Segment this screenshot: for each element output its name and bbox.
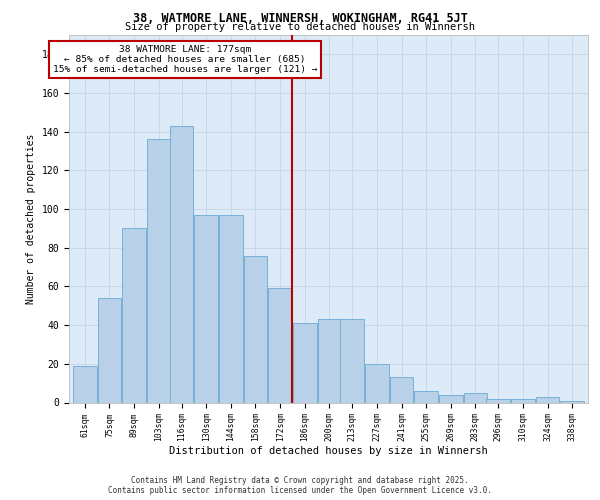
X-axis label: Distribution of detached houses by size in Winnersh: Distribution of detached houses by size … (169, 446, 488, 456)
Bar (170, 126, 193, 402)
Bar (293, 323, 317, 402)
Text: Size of property relative to detached houses in Winnersh: Size of property relative to detached ho… (125, 22, 475, 32)
Bar (147, 140, 170, 402)
Text: 38, WATMORE LANE, WINNERSH, WOKINGHAM, RG41 5JT: 38, WATMORE LANE, WINNERSH, WOKINGHAM, R… (133, 12, 467, 26)
Text: Contains HM Land Registry data © Crown copyright and database right 2025.
Contai: Contains HM Land Registry data © Crown c… (108, 476, 492, 495)
Bar (219, 215, 243, 402)
Y-axis label: Number of detached properties: Number of detached properties (26, 134, 36, 304)
Bar (536, 396, 559, 402)
Bar (389, 378, 413, 402)
Bar (487, 398, 510, 402)
Bar (414, 391, 438, 402)
Bar (560, 400, 584, 402)
Bar (194, 215, 218, 402)
Bar (268, 288, 292, 403)
Bar (73, 366, 97, 403)
Bar (365, 364, 389, 403)
Bar (244, 256, 268, 402)
Bar (317, 320, 341, 402)
Bar (98, 298, 121, 403)
Bar (511, 398, 535, 402)
Bar (122, 228, 146, 402)
Text: 38 WATMORE LANE: 177sqm
← 85% of detached houses are smaller (685)
15% of semi-d: 38 WATMORE LANE: 177sqm ← 85% of detache… (53, 44, 317, 74)
Bar (464, 393, 487, 402)
Bar (340, 320, 364, 402)
Bar (439, 395, 463, 402)
